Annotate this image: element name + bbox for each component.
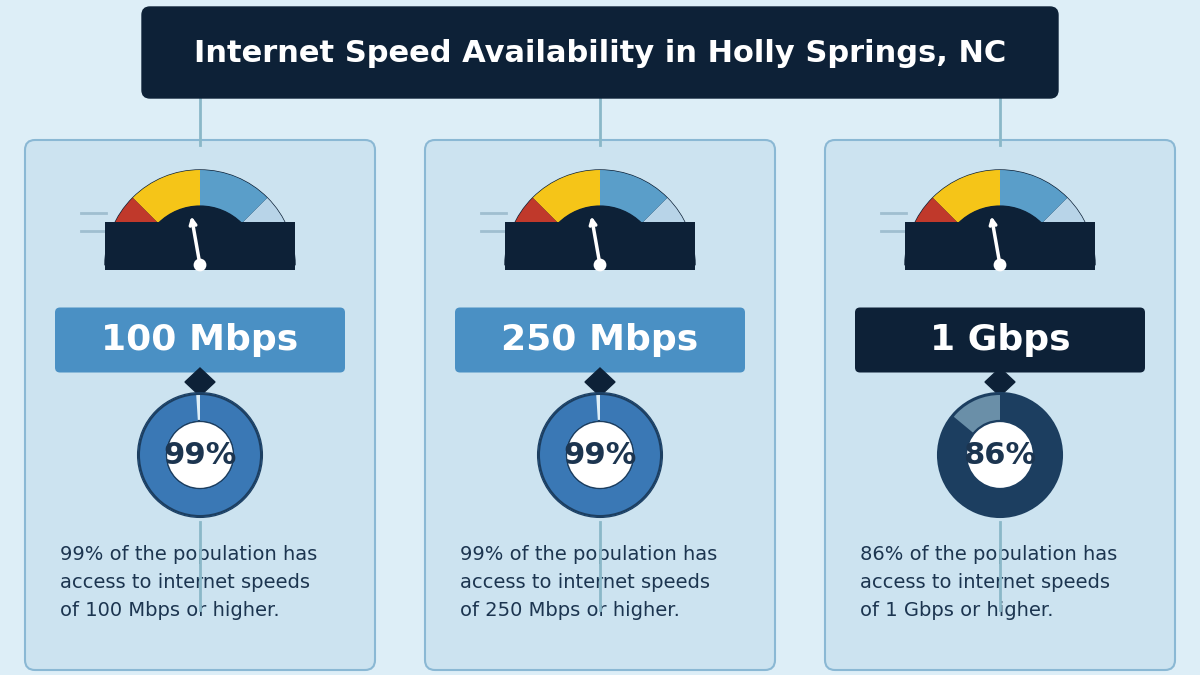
Circle shape [967,422,1033,488]
Wedge shape [1000,170,1067,223]
Bar [106,222,295,270]
Text: Internet Speed Availability in Holly Springs, NC: Internet Speed Availability in Holly Spr… [194,38,1006,68]
Text: 100 Mbps: 100 Mbps [101,323,299,357]
Wedge shape [505,170,695,265]
Wedge shape [106,198,158,265]
Wedge shape [1042,198,1096,265]
Wedge shape [106,170,295,265]
Wedge shape [138,393,262,517]
Wedge shape [905,198,959,265]
Wedge shape [200,170,268,223]
Bar [905,222,1096,270]
Text: 99%: 99% [163,441,236,470]
FancyBboxPatch shape [142,7,1058,98]
Wedge shape [241,198,295,265]
Wedge shape [133,170,200,223]
Wedge shape [538,393,662,517]
Polygon shape [586,368,616,396]
FancyBboxPatch shape [455,308,745,373]
Wedge shape [642,198,695,265]
Wedge shape [932,170,1000,223]
FancyBboxPatch shape [25,140,374,670]
Text: 99%: 99% [563,441,637,470]
Circle shape [167,422,233,488]
Wedge shape [938,393,1062,517]
Wedge shape [905,170,1096,265]
FancyBboxPatch shape [425,140,775,670]
Bar [505,222,695,270]
FancyBboxPatch shape [55,308,346,373]
Polygon shape [185,368,215,396]
Wedge shape [142,206,259,265]
Wedge shape [138,393,262,517]
Wedge shape [538,393,662,517]
Wedge shape [938,393,1062,517]
Wedge shape [600,170,667,223]
Text: 86%: 86% [964,441,1037,470]
Circle shape [568,422,632,488]
Wedge shape [941,206,1058,265]
Wedge shape [566,421,634,489]
Text: 1 Gbps: 1 Gbps [930,323,1070,357]
Wedge shape [538,393,662,517]
Circle shape [194,259,205,271]
FancyBboxPatch shape [854,308,1145,373]
Polygon shape [985,368,1015,396]
FancyBboxPatch shape [826,140,1175,670]
Wedge shape [533,170,600,223]
Wedge shape [166,421,234,489]
Wedge shape [938,393,1062,517]
Wedge shape [966,421,1034,489]
Circle shape [995,259,1006,271]
Text: 86% of the population has
access to internet speeds
of 1 Gbps or higher.: 86% of the population has access to inte… [860,545,1117,620]
Wedge shape [138,393,262,517]
Text: 99% of the population has
access to internet speeds
of 250 Mbps or higher.: 99% of the population has access to inte… [460,545,718,620]
Text: 99% of the population has
access to internet speeds
of 100 Mbps or higher.: 99% of the population has access to inte… [60,545,317,620]
Wedge shape [541,206,659,265]
Text: 250 Mbps: 250 Mbps [502,323,698,357]
Circle shape [594,259,606,271]
Wedge shape [505,198,558,265]
